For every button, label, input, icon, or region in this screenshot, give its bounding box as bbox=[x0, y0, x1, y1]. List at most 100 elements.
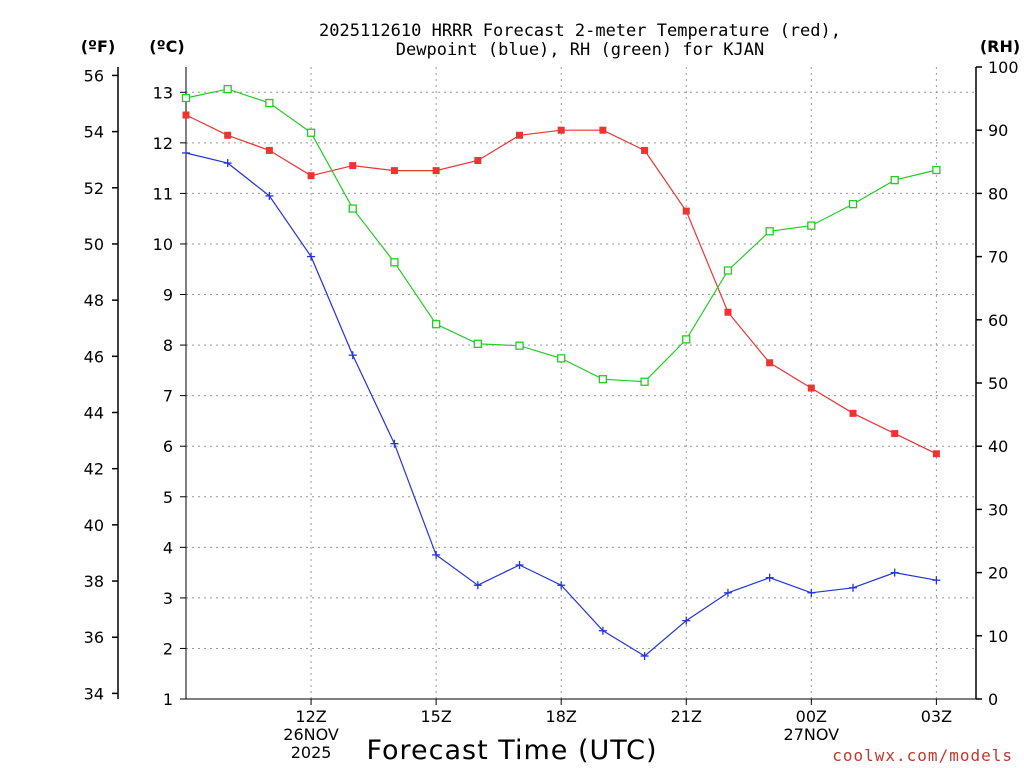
dewpoint-point bbox=[807, 588, 816, 597]
rh-point bbox=[181, 93, 191, 103]
celsius-tick-label: 10 bbox=[153, 235, 173, 254]
rh-point bbox=[557, 354, 566, 363]
axes bbox=[112, 66, 982, 705]
rh-tick-label: 60 bbox=[988, 311, 1008, 330]
temperature-point bbox=[766, 359, 774, 367]
chart-title-line1: 2025112610 HRRR Forecast 2-meter Tempera… bbox=[319, 21, 841, 41]
x-tick-label: 26NOV bbox=[283, 725, 339, 744]
rh-tick-label: 70 bbox=[988, 248, 1008, 267]
temperature-point bbox=[349, 162, 357, 170]
celsius-tick-label: 3 bbox=[163, 589, 173, 608]
dewpoint-point bbox=[307, 252, 316, 261]
temperature-point bbox=[265, 146, 273, 154]
rh-series bbox=[181, 84, 941, 386]
dewpoint-point bbox=[348, 351, 357, 360]
celsius-tick-label: 7 bbox=[163, 387, 173, 406]
dewpoint-point bbox=[432, 550, 441, 559]
temperature-point bbox=[516, 131, 524, 139]
rh-tick-label: 90 bbox=[988, 121, 1008, 140]
rh-point bbox=[306, 128, 316, 137]
temperature-point bbox=[641, 146, 649, 154]
rh-tick-label: 100 bbox=[988, 58, 1019, 77]
temperature-point bbox=[474, 157, 482, 165]
rh-point bbox=[890, 175, 899, 185]
fahrenheit-tick-label: 36 bbox=[84, 628, 104, 647]
x-tick-label: 15Z bbox=[420, 707, 451, 726]
rh-point bbox=[473, 339, 482, 348]
rh-point bbox=[848, 199, 858, 209]
celsius-unit-label: (ºC) bbox=[149, 37, 184, 56]
x-tick-label: 03Z bbox=[921, 707, 952, 726]
temperature-point bbox=[807, 384, 815, 392]
x-tick-label: 12Z bbox=[295, 707, 326, 726]
fahrenheit-tick-label: 50 bbox=[84, 235, 104, 254]
tick-labels: 3436384042444648505254561234567891011121… bbox=[84, 58, 1019, 762]
dewpoint-point bbox=[932, 576, 941, 585]
fahrenheit-tick-label: 54 bbox=[84, 123, 104, 142]
fahrenheit-tick-label: 48 bbox=[84, 291, 104, 310]
dewpoint-series bbox=[182, 148, 941, 661]
rh-point bbox=[765, 227, 774, 236]
celsius-tick-label: 11 bbox=[153, 184, 173, 203]
dewpoint-point bbox=[723, 588, 732, 597]
rh-point bbox=[223, 84, 232, 94]
rh-tick-label: 20 bbox=[988, 564, 1008, 583]
rh-tick-label: 0 bbox=[988, 690, 998, 709]
temperature-series bbox=[182, 111, 940, 458]
fahrenheit-unit-label: (ºF) bbox=[81, 37, 116, 56]
dewpoint-point bbox=[598, 626, 607, 635]
celsius-tick-label: 8 bbox=[163, 336, 173, 355]
temperature-point bbox=[307, 172, 315, 180]
x-tick-label: 2025 bbox=[291, 743, 332, 762]
rh-point bbox=[723, 266, 733, 275]
temperature-point bbox=[432, 167, 440, 175]
temperature-point bbox=[891, 430, 899, 438]
rh-point bbox=[348, 204, 357, 213]
rh-point bbox=[431, 320, 441, 329]
dewpoint-point bbox=[473, 581, 482, 590]
temperature-point bbox=[599, 126, 607, 134]
dewpoint-point bbox=[640, 652, 649, 661]
x-tick-label: 18Z bbox=[546, 707, 577, 726]
x-tick-label: 00Z bbox=[796, 707, 827, 726]
rh-tick-label: 80 bbox=[988, 184, 1008, 203]
rh-tick-label: 40 bbox=[988, 437, 1008, 456]
fahrenheit-tick-label: 38 bbox=[84, 572, 104, 591]
rh-point bbox=[515, 341, 524, 350]
temperature-point bbox=[557, 126, 565, 134]
dewpoint-point bbox=[890, 568, 899, 577]
rh-unit-label: (RH) bbox=[980, 37, 1020, 56]
x-axis-title: Forecast Time (UTC) bbox=[366, 735, 657, 766]
temperature-point bbox=[182, 111, 190, 119]
rh-tick-label: 30 bbox=[988, 500, 1008, 519]
fahrenheit-tick-label: 44 bbox=[84, 403, 104, 422]
rh-point bbox=[265, 98, 274, 108]
x-tick-label: 21Z bbox=[671, 707, 702, 726]
dewpoint-point bbox=[849, 583, 858, 592]
rh-point bbox=[807, 221, 816, 230]
fahrenheit-tick-label: 46 bbox=[84, 347, 104, 366]
chart-title-line2: Dewpoint (blue), RH (green) for KJAN bbox=[396, 40, 764, 60]
temperature-point bbox=[849, 409, 857, 417]
temperature-point bbox=[682, 207, 690, 215]
celsius-tick-label: 13 bbox=[153, 83, 173, 102]
celsius-tick-label: 4 bbox=[163, 538, 173, 557]
celsius-tick-label: 9 bbox=[163, 286, 173, 305]
celsius-tick-label: 2 bbox=[163, 639, 173, 658]
dewpoint-point bbox=[182, 148, 190, 157]
fahrenheit-tick-label: 56 bbox=[84, 66, 104, 85]
rh-tick-label: 10 bbox=[988, 627, 1008, 646]
dewpoint-point bbox=[223, 159, 232, 168]
dewpoint-point bbox=[265, 191, 274, 200]
dewpoint-point bbox=[557, 581, 566, 590]
fahrenheit-tick-label: 40 bbox=[84, 516, 104, 535]
temperature-point bbox=[724, 308, 732, 316]
credit-link[interactable]: coolwx.com/models bbox=[832, 746, 1013, 765]
fahrenheit-tick-label: 34 bbox=[84, 684, 104, 703]
rh-point bbox=[640, 377, 649, 386]
rh-point bbox=[932, 165, 941, 175]
celsius-tick-label: 6 bbox=[163, 437, 173, 456]
celsius-tick-label: 5 bbox=[163, 488, 173, 507]
dewpoint-point bbox=[390, 439, 399, 448]
